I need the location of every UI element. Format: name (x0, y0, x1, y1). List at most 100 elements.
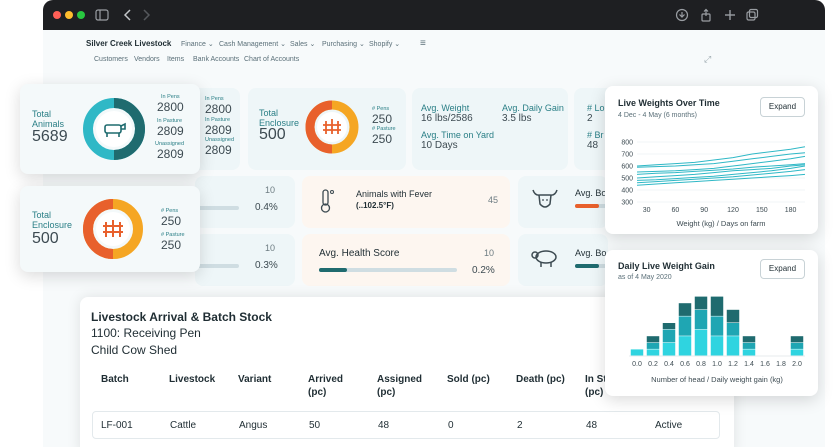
download-icon[interactable] (675, 8, 689, 22)
tab-overview-icon[interactable] (745, 8, 759, 22)
sheep-icon (531, 250, 557, 267)
total-enclosure-card: Total Enclosure 500 # Pens 250 # Pasture… (20, 186, 200, 272)
col-assigned[interactable]: Assigned (pc) (377, 374, 423, 398)
y-tick-label: 300 (621, 200, 633, 207)
avg-daily-gain-value: 3.5 lbs (502, 113, 532, 124)
gain-bar (694, 329, 708, 356)
gain-bar (790, 342, 804, 349)
gain-bar (726, 309, 740, 323)
weight-series-line (636, 152, 806, 168)
health-card-2: 10 0.3% (195, 234, 295, 286)
live-weights-title: Live Weights Over Time (618, 98, 720, 108)
y-tick-label: 600 (621, 164, 633, 171)
maximize-window-button[interactable] (77, 11, 85, 19)
arrival-title: Livestock Arrival & Batch Stock (91, 310, 272, 324)
x-tick-label: 0.2 (648, 361, 658, 368)
x-tick-label: 2.0 (792, 361, 802, 368)
expand-view-icon[interactable]: ⤢ (704, 54, 712, 64)
subnav-bank-accounts[interactable]: Bank Accounts (193, 56, 240, 63)
nav-finance[interactable]: Finance ⌄ (181, 41, 214, 48)
fence-icon (103, 220, 123, 237)
x-tick-label: 0.6 (680, 361, 690, 368)
col-death[interactable]: Death (pc) (516, 374, 565, 385)
col-variant[interactable]: Variant (238, 374, 272, 385)
gain-bar (662, 323, 676, 330)
gain-bar (742, 336, 756, 343)
gain-bar (710, 296, 724, 316)
x-axis-label: Number of head / Daily weight gain (kg) (651, 375, 783, 384)
col-livestock[interactable]: Livestock (169, 374, 216, 385)
weight-series-line (636, 165, 806, 181)
fever-count: 45 (488, 195, 499, 205)
subnav-vendors[interactable]: Vendors (134, 56, 160, 63)
x-tick-label: 1.6 (760, 361, 770, 368)
gain-bar (678, 336, 692, 356)
gain-bar (662, 329, 676, 343)
daily-gain-chart-card: Daily Live Weight Gain as of 4 May 2020 … (605, 250, 818, 396)
fever-label: Animals with Fever (356, 189, 433, 199)
gain-bar (790, 349, 804, 356)
share-icon[interactable] (699, 8, 713, 22)
x-axis-label: Weight (kg) / Days on farm (676, 219, 765, 228)
health-score-card: Avg. Health Score 10 0.2% (302, 234, 510, 286)
sidebar-toggle-icon[interactable] (95, 8, 109, 22)
weight-series-line (636, 163, 806, 175)
in-pasture-value: 2809 (205, 123, 232, 137)
enclosure-ring-chart-2 (83, 199, 143, 259)
cow-icon (104, 122, 126, 137)
x-tick-label: 180 (785, 207, 797, 214)
company-name[interactable]: Silver Creek Livestock (86, 39, 172, 48)
close-window-button[interactable] (53, 11, 61, 19)
nav-sales[interactable]: Sales ⌄ (290, 41, 316, 48)
col-in-stock[interactable]: In St (pc) (585, 374, 607, 398)
table-row[interactable]: LF-001 Cattle Angus 50 48 0 2 48 Active (92, 411, 720, 439)
total-animals-value: 5689 (32, 128, 68, 145)
subnav-customers[interactable]: Customers (94, 56, 128, 63)
col-batch[interactable]: Batch (101, 374, 129, 385)
in-pens-value: 2800 (205, 102, 232, 116)
window-titlebar (43, 0, 825, 30)
nav-shopify[interactable]: Shopify ⌄ (369, 41, 401, 48)
col-sold[interactable]: Sold (pc) (447, 374, 490, 385)
gain-bar (726, 323, 740, 336)
subnav-chart-of-accounts[interactable]: Chart of Accounts (244, 56, 300, 63)
animals-ring-chart (83, 98, 145, 160)
gain-bar (646, 349, 660, 356)
back-arrow-icon[interactable] (121, 8, 135, 22)
forward-arrow-icon[interactable] (139, 8, 153, 22)
menu-icon[interactable]: ≡ (420, 38, 426, 49)
x-tick-label: 60 (672, 207, 680, 214)
subnav-items[interactable]: Items (167, 56, 185, 63)
avg-time-value: 10 Days (421, 140, 458, 151)
minimize-window-button[interactable] (65, 11, 73, 19)
col-arrived[interactable]: Arrived (pc) (308, 374, 344, 398)
weight-series-line (636, 155, 806, 173)
daily-gain-title: Daily Live Weight Gain (618, 261, 715, 271)
gain-bar (694, 309, 708, 330)
gain-bar (678, 316, 692, 336)
x-tick-label: 150 (756, 207, 768, 214)
nav-purchasing[interactable]: Purchasing ⌄ (322, 41, 365, 48)
gain-bar (678, 303, 692, 316)
expand-weights-button[interactable]: Expand (760, 97, 805, 117)
fever-card: Animals with Fever (..102.5°F) 45 (302, 176, 510, 228)
daily-gain-chart: 0.0 0.2 0.4 0.6 0.8 1.0 1.2 1.4 1.6 1.8 2.0 Number … (629, 296, 805, 384)
unassigned-value: 2809 (205, 143, 232, 157)
new-tab-icon[interactable] (723, 8, 737, 22)
y-tick-label: 800 (621, 140, 633, 147)
weight-series-line (636, 173, 806, 186)
weights-card: Avg. Weight 16 lbs/2586 Avg. Daily Gain … (412, 88, 568, 170)
y-tick-label: 700 (621, 152, 633, 159)
gain-bar (646, 336, 660, 343)
bull-icon (532, 189, 558, 208)
fence-icon (323, 119, 341, 134)
gain-bar (742, 349, 756, 356)
x-tick-label: 1.0 (712, 361, 722, 368)
x-tick-label: 120 (727, 207, 739, 214)
x-tick-label: 90 (700, 207, 708, 214)
nav-cash-management[interactable]: Cash Management ⌄ (219, 41, 286, 48)
expand-gain-button[interactable]: Expand (760, 259, 805, 279)
thermometer-icon (320, 189, 334, 213)
enclosure-ring-chart (305, 100, 359, 154)
x-tick-label: 1.4 (744, 361, 754, 368)
